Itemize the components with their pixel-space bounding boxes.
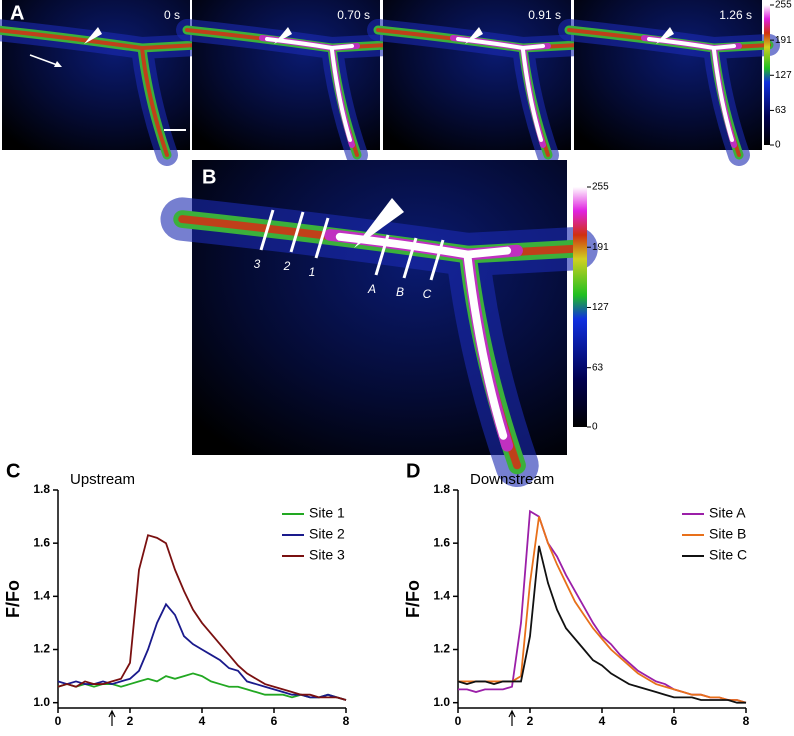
site-label: 3 [254,257,261,271]
arrowhead [84,27,102,44]
site-line [374,234,390,276]
colorbar-tick-label: 255 [775,0,792,11]
x-tick-label: 6 [671,714,678,728]
arrowhead [354,198,404,248]
x-tick-label: 0 [455,714,462,728]
legend-label: Site 1 [309,505,345,521]
series-line [57,602,347,701]
colorbar-tick-label: 191 [775,35,792,46]
chart-title: Upstream [70,471,135,488]
flow-arrowhead [54,61,62,67]
arrowhead [656,27,674,44]
image-frame: 0.91 s [378,0,578,155]
y-tick-label: 1.0 [33,695,50,709]
panel-a: 0 s 0.70 s 0.91 s 1.26 s A 255 191 127 63 0 [0,0,792,155]
site-label: 1 [309,265,316,279]
x-tick-label: 2 [127,714,134,728]
legend-label: Site C [709,547,747,563]
image-frame: 1.26 s [569,0,769,155]
series-line [57,534,347,701]
x-tick-label: 4 [599,714,606,728]
chart: 1.01.21.41.61.802468Time (s)F/FoDDownstr… [403,460,750,736]
legend-label: Site 3 [309,547,345,563]
legend-label: Site B [709,526,746,542]
legend-label: Site A [709,505,746,521]
site-line [289,211,305,253]
colorbar-tick-label: 191 [592,242,609,253]
site-line [314,217,330,259]
chart-title: Downstream [470,471,554,488]
site-label: 2 [283,259,291,273]
panel-label: C [6,460,20,482]
panel-label: A [10,2,24,24]
time-label: 1.26 s [719,8,752,22]
series-line [457,545,746,704]
y-tick-label: 1.4 [33,589,50,603]
site-label: B [396,285,404,299]
series-line [458,516,747,704]
time-label: 0.70 s [337,8,370,22]
y-tick-label: 1.6 [33,535,50,549]
image-frame: 0.70 s [187,0,387,155]
legend-label: Site 2 [309,526,345,542]
site-label: C [423,287,432,301]
site-line [402,237,418,279]
site-line [429,239,445,281]
y-tick-label: 1.2 [433,642,450,656]
colorbar-tick-label: 0 [775,140,781,151]
colorbar [573,187,587,427]
x-tick-label: 8 [343,714,350,728]
x-tick-label: 0 [55,714,62,728]
arrowhead [465,27,483,44]
colorbar [764,5,770,145]
x-tick-label: 4 [199,714,206,728]
colorbar-tick-label: 127 [775,70,792,81]
time-label: 0.91 s [528,8,561,22]
y-tick-label: 1.8 [33,482,50,496]
time-label: 0 s [164,8,180,22]
colorbar-tick-label: 0 [592,422,598,433]
panel-b: 3 2 1 A B C B 255 191 127 63 0 [182,160,609,465]
x-tick-label: 2 [527,714,534,728]
y-axis-label: F/Fo [403,580,423,618]
y-tick-label: 1.4 [433,589,450,603]
charts: 1.01.21.41.61.802468Time (s)F/FoCUpstrea… [3,460,750,736]
y-tick-label: 1.0 [433,695,450,709]
stimulus-arrow [108,709,116,726]
flow-arrow [29,54,61,67]
arrowhead [274,27,292,44]
y-tick-label: 1.2 [33,642,50,656]
chart: 1.01.21.41.61.802468Time (s)F/FoCUpstrea… [3,460,350,736]
panel-label: D [406,460,420,482]
x-tick-label: 6 [271,714,278,728]
colorbar-tick-label: 255 [592,182,609,193]
site-line [259,209,275,251]
x-tick-label: 8 [743,714,750,728]
stimulus-arrow [508,709,516,726]
site-label: A [367,282,376,296]
y-tick-label: 1.6 [433,535,450,549]
panel-label: B [202,166,216,188]
colorbar-tick-label: 63 [775,105,787,116]
image-frame: 3 2 1 A B C B [182,160,576,465]
image-frame: 0 s [0,0,197,155]
y-axis-label: F/Fo [3,580,23,618]
colorbar-tick-label: 63 [592,362,604,373]
series-line [458,509,747,704]
y-tick-label: 1.8 [433,482,450,496]
colorbar-tick-label: 127 [592,302,609,313]
